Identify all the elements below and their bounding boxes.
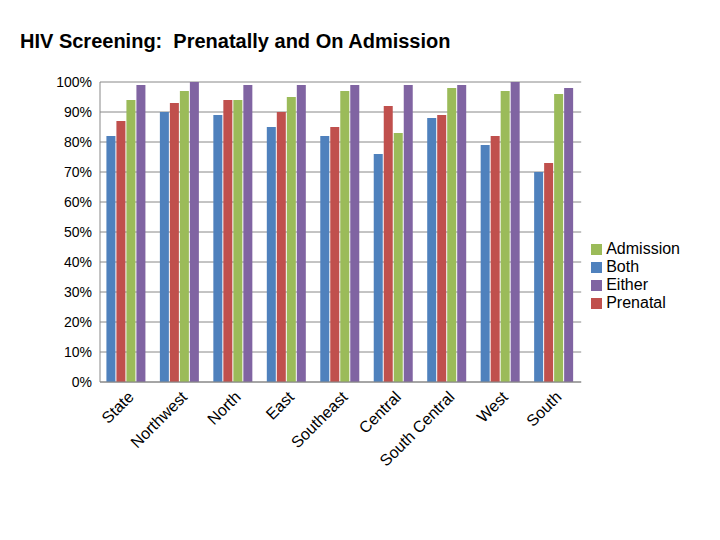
- svg-text:West: West: [474, 388, 512, 426]
- svg-text:Southeast: Southeast: [288, 388, 351, 451]
- svg-text:State: State: [98, 388, 137, 427]
- svg-text:East: East: [263, 388, 298, 423]
- svg-text:North: North: [204, 388, 244, 428]
- svg-text:50%: 50%: [64, 224, 92, 240]
- svg-text:South: South: [523, 388, 565, 430]
- html-text:Either: Either: [606, 276, 648, 293]
- svg-text:Central: Central: [356, 388, 404, 436]
- svg-text:40%: 40%: [64, 254, 92, 270]
- html-text:Prenatal: Prenatal: [606, 294, 666, 311]
- svg-text:South Central: South Central: [376, 388, 457, 469]
- html-text:HIV Screening: Prenatally and: HIV Screening: Prenatally and On Admissi…: [20, 30, 451, 52]
- svg-text:20%: 20%: [64, 314, 92, 330]
- html-text:Admission: Admission: [606, 240, 680, 257]
- svg-text:60%: 60%: [64, 194, 92, 210]
- html-text:Both: Both: [606, 258, 640, 275]
- svg-text:90%: 90%: [64, 104, 92, 120]
- svg-text:80%: 80%: [64, 134, 92, 150]
- svg-text:Northwest: Northwest: [127, 388, 190, 451]
- svg-text:100%: 100%: [56, 74, 92, 90]
- svg-text:70%: 70%: [64, 164, 92, 180]
- svg-text:30%: 30%: [64, 284, 92, 300]
- svg-text:0%: 0%: [72, 374, 92, 390]
- svg-text:10%: 10%: [64, 344, 92, 360]
